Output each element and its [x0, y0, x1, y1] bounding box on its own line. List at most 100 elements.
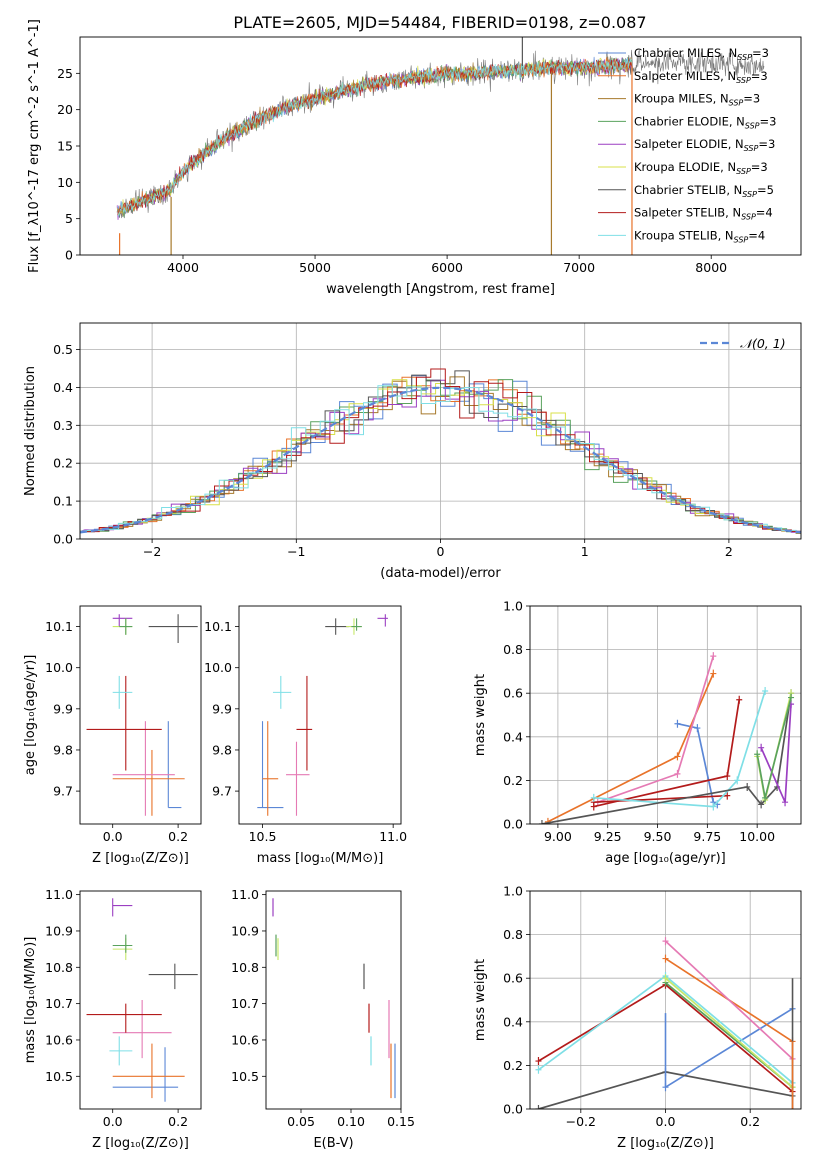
x-tick-label: 6000: [431, 260, 463, 275]
x-tick-label: 0.0: [656, 1114, 676, 1129]
x-axis-label: mass [log₁₀(M/M⊙)]: [257, 851, 384, 866]
panel-weight-vs-age: 9.00 9.25 9.50 9.75 10.00 0.0 0.2 0.4 0.6 0.8 1.0 a…: [473, 599, 802, 866]
x-tick-label: 11.0: [379, 829, 407, 844]
y-tick-label: 0.1: [53, 494, 73, 509]
weight-line: [677, 722, 718, 806]
x-tick-label: 8000: [695, 260, 727, 275]
weight-line: [664, 977, 794, 1088]
weight-marker: [710, 669, 717, 678]
weight-marker: [535, 1057, 542, 1066]
x-tick-label: 9.50: [644, 829, 672, 844]
weight-marker: [762, 793, 769, 802]
x-tick-label: 0.2: [740, 1114, 760, 1129]
weight-marker: [788, 693, 795, 702]
y-tick-label: 9.7: [53, 784, 73, 799]
weight-line: [541, 693, 792, 824]
axes-frame: [238, 605, 402, 825]
plot-area: [86, 614, 198, 816]
legend-label: Salpeter MILES, NSSP=3: [634, 69, 768, 85]
y-tick-label: 10.0: [45, 660, 73, 675]
y-tick-label: 10.0: [204, 660, 232, 675]
x-tick-label: 0.10: [337, 1114, 365, 1129]
y-tick-label: 0.2: [503, 1058, 523, 1073]
y-axis-label: mass [log₁₀(M/M⊙)]: [23, 937, 38, 1064]
plot-area: [535, 937, 796, 1109]
weight-marker: [538, 820, 545, 824]
x-tick-label: 0.2: [168, 1114, 188, 1129]
weight-marker: [782, 798, 789, 807]
y-tick-label: 0.4: [503, 1014, 523, 1029]
x-tick-label: 9.00: [544, 829, 572, 844]
axes-frame: [529, 890, 802, 1110]
y-tick-label: 0.0: [503, 1102, 523, 1117]
y-axis-label: mass weight: [473, 959, 488, 1041]
weight-line: [665, 1007, 793, 1088]
y-tick-label: 0.4: [503, 729, 523, 744]
y-tick-label: 10.8: [45, 960, 73, 975]
figure-title: PLATE=2605, MJD=54484, FIBERID=0198, z=0…: [233, 13, 646, 32]
x-axis-label: E(B-V): [313, 1136, 353, 1151]
y-tick-label: 0.6: [503, 971, 523, 986]
y-tick-label: 10.6: [45, 1032, 73, 1047]
y-tick-label: 10.5: [45, 1069, 73, 1084]
panel-weight-vs-Z: −0.2 0.0 0.2 0.0 0.2 0.4 0.6 0.8 1.0 Z [log₁₀(Z/Z…: [473, 884, 802, 1151]
legend-label: Chabrier ELODIE, NSSP=3: [634, 114, 776, 130]
legend-label: Salpeter STELIB, NSSP=4: [634, 206, 773, 222]
weight-marker: [710, 802, 717, 811]
weight-line: [593, 699, 741, 808]
axes-frame: [529, 605, 802, 825]
legend-label: 𝒩(0, 1): [740, 336, 786, 351]
x-axis-label: wavelength [Angstrom, rest frame]: [326, 282, 555, 297]
y-tick-label: 0.8: [503, 642, 523, 657]
y-tick-label: 9.8: [53, 742, 73, 757]
y-tick-label: 10.1: [45, 619, 73, 634]
x-axis-label: (data-model)/error: [380, 566, 501, 581]
y-tick-label: 0.0: [53, 532, 73, 547]
plot-area: [116, 37, 765, 255]
y-tick-label: 0.2: [53, 456, 73, 471]
plot-area: [86, 898, 198, 1102]
spectrum-model-line: [117, 57, 632, 217]
y-tick-label: 0.6: [503, 686, 523, 701]
plot-area: [257, 614, 388, 816]
y-tick-label: 0: [65, 248, 73, 263]
y-tick-label: 0.5: [53, 342, 73, 357]
weight-marker: [662, 974, 669, 983]
y-tick-label: 10.1: [204, 619, 232, 634]
plot-area: [538, 652, 795, 824]
histogram-series: [80, 368, 801, 533]
weight-marker: [674, 769, 681, 778]
panel-age-vs-mass: 10.5 11.0 9.7 9.8 9.9 10.0 10.1 mass [log₁₀(M/M…: [204, 605, 407, 866]
y-tick-label: 0.0: [503, 817, 523, 832]
y-axis-label: mass weight: [473, 674, 488, 756]
y-tick-label: 9.9: [53, 701, 73, 716]
x-tick-label: 9.75: [693, 829, 721, 844]
y-tick-label: 11.0: [45, 887, 73, 902]
y-axis-label: Normed distribution: [23, 366, 38, 496]
x-tick-label: 2: [725, 544, 733, 559]
normal-curve: [80, 386, 801, 534]
x-tick-label: −2: [143, 544, 161, 559]
weight-marker: [535, 1105, 542, 1109]
x-tick-label: 9.25: [594, 829, 622, 844]
y-tick-label: 1.0: [503, 599, 523, 614]
y-tick-label: 9.8: [212, 742, 232, 757]
axes-frame: [265, 890, 402, 1110]
axes-frame: [79, 36, 802, 256]
legend-label: Kroupa ELODIE, NSSP=3: [634, 160, 768, 176]
axes-frame: [79, 605, 202, 825]
panel-spectrum: 4000 5000 6000 7000 8000 0 5 10 15 20 25 wavelength…: [27, 19, 802, 297]
y-tick-label: 10: [57, 175, 73, 190]
weight-marker: [724, 772, 731, 781]
legend-label: Chabrier MILES, NSSP=3: [634, 46, 769, 62]
weight-marker: [710, 652, 717, 661]
histogram-series: [80, 370, 801, 534]
weight-marker: [754, 750, 761, 759]
weight-marker: [734, 776, 741, 785]
plot-area: [80, 368, 801, 535]
x-tick-label: 4000: [167, 260, 199, 275]
x-axis-label: Z [log₁₀(Z/Z⊙)]: [92, 851, 189, 866]
y-tick-label: 25: [57, 66, 73, 81]
weight-marker: [694, 724, 701, 733]
